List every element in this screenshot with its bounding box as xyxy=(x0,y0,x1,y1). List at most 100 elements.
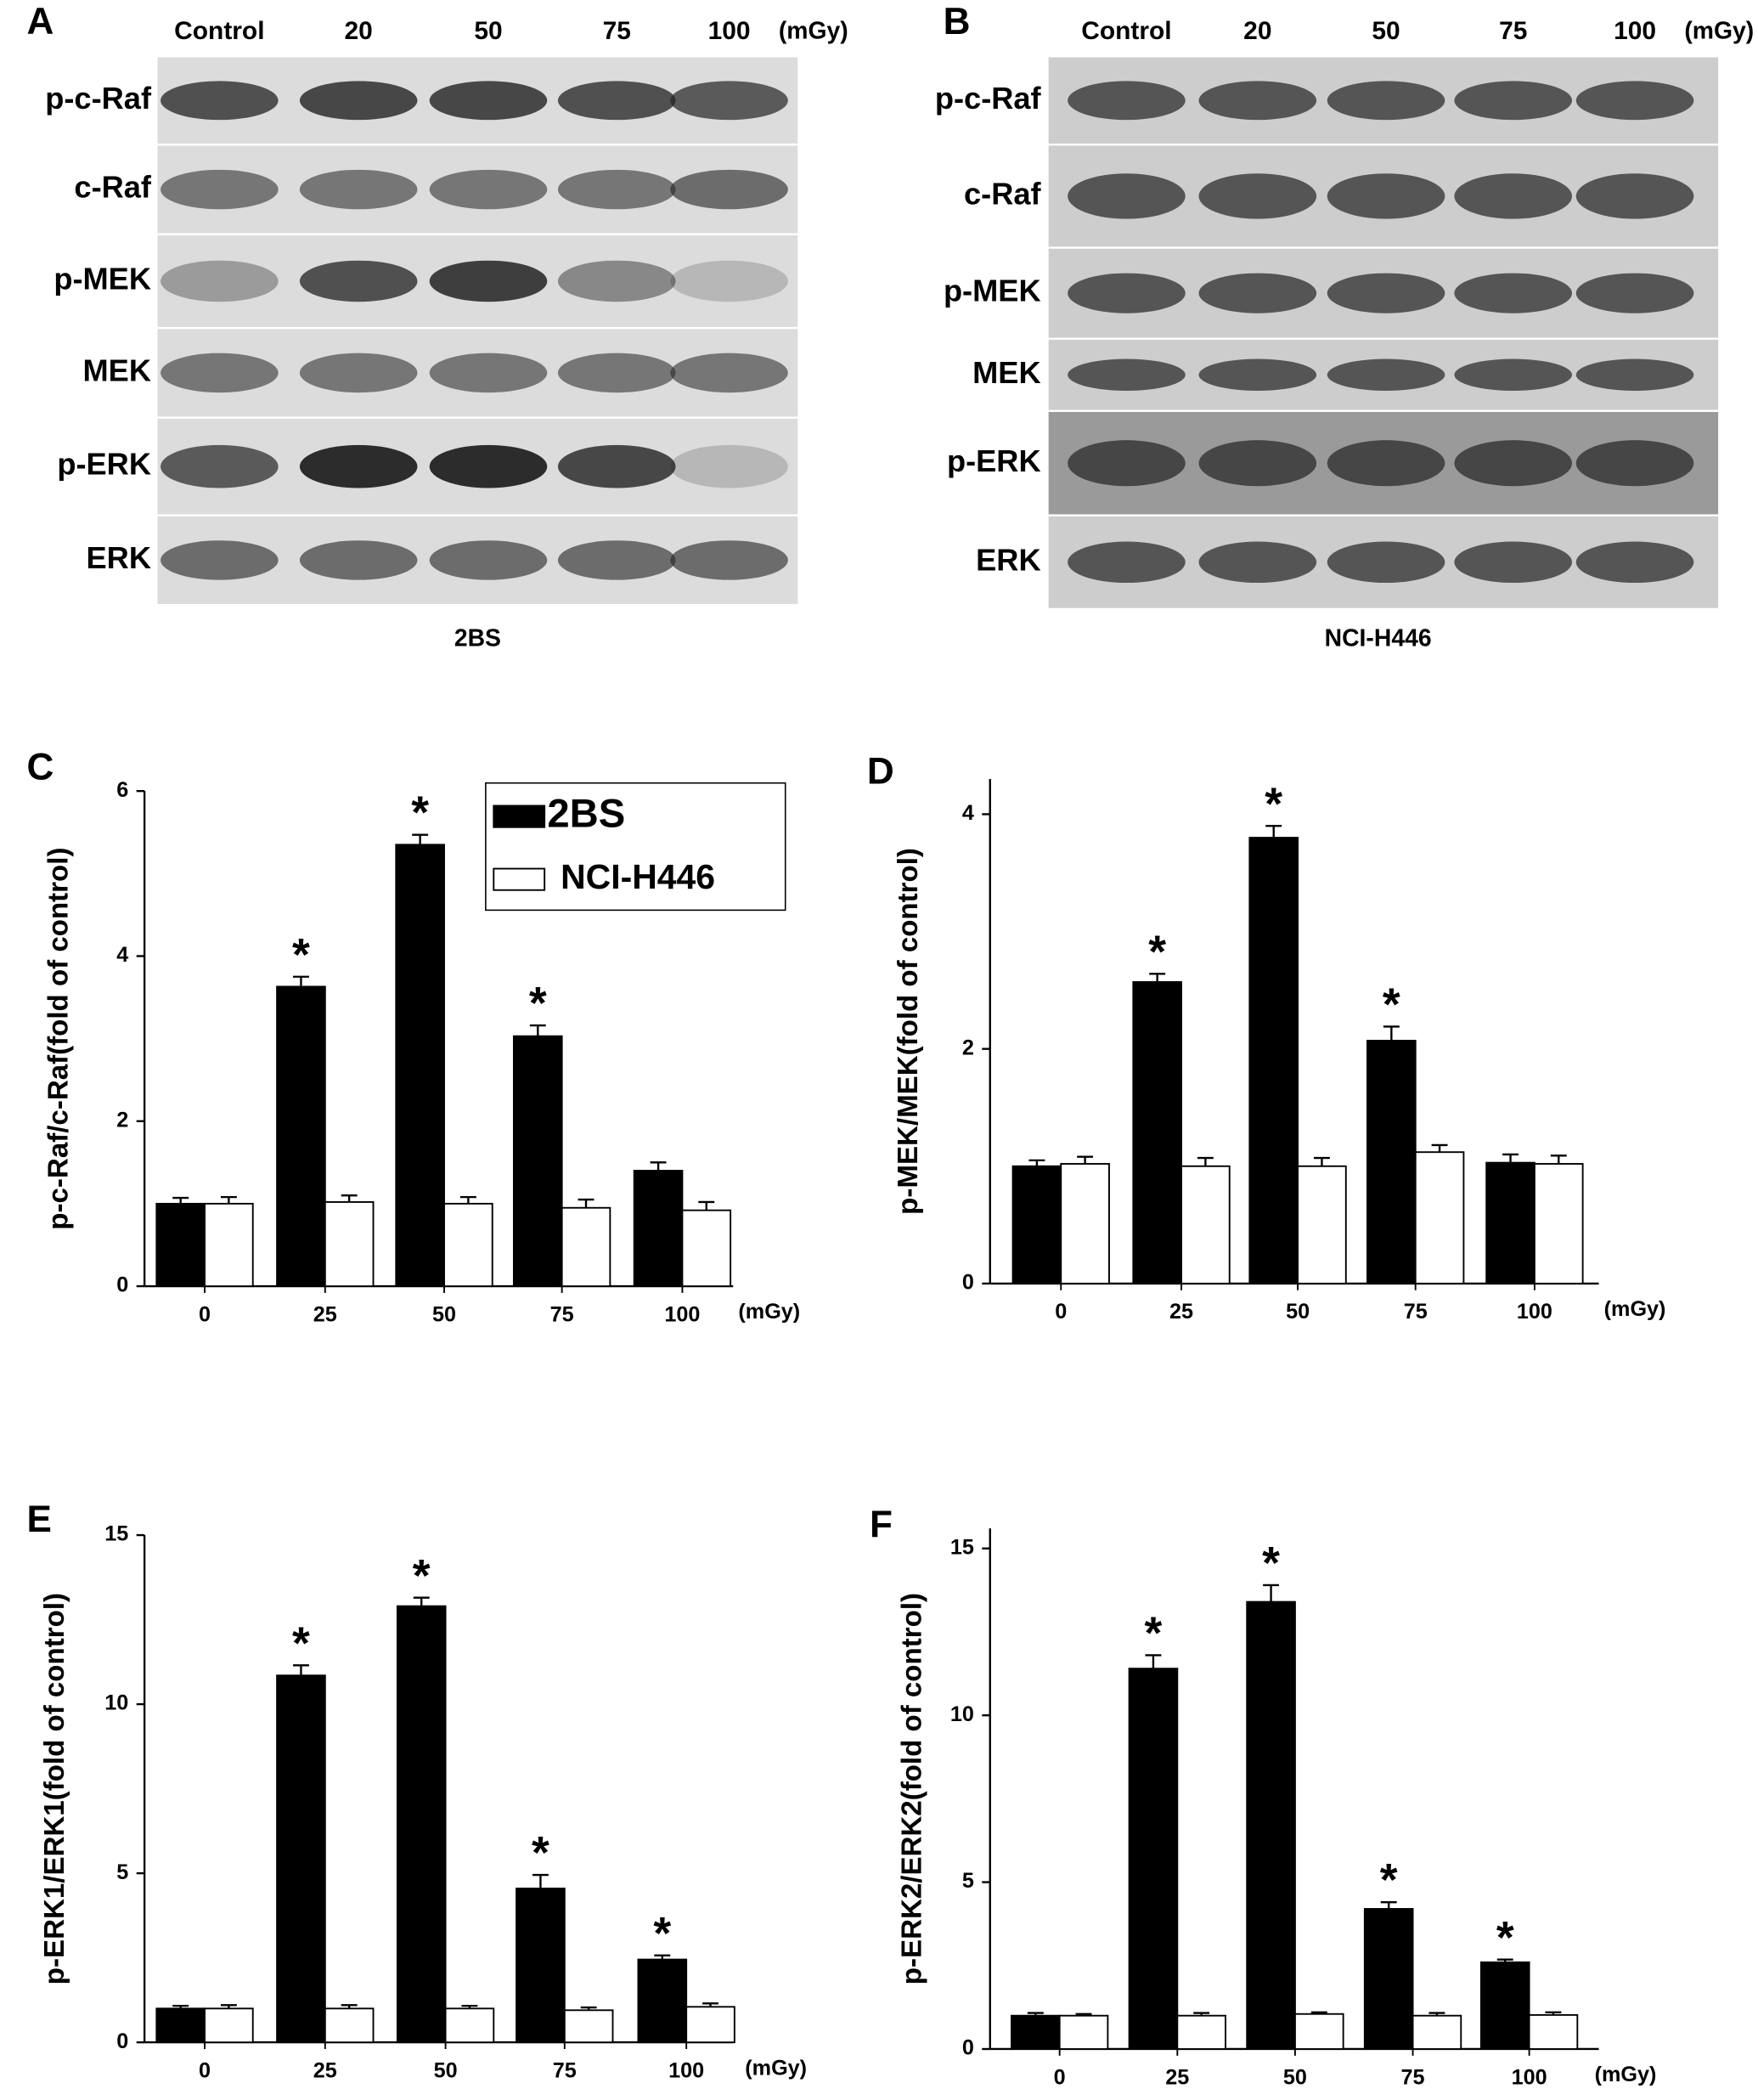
cell-line-caption: NCI-H446 xyxy=(1325,625,1432,652)
row-label: p-ERK xyxy=(947,443,1041,478)
blot-band xyxy=(557,444,676,488)
bar xyxy=(512,1035,563,1287)
lane-label: 20 xyxy=(1243,17,1271,45)
error-bar xyxy=(532,1873,549,1889)
unit-label: (mGy) xyxy=(779,17,848,44)
error-bar xyxy=(459,1195,476,1204)
blot-band xyxy=(1454,358,1573,391)
x-tick-label: 75 xyxy=(550,1302,574,1326)
bar xyxy=(563,2009,614,2044)
lane-label: 50 xyxy=(474,17,502,45)
lane-label: Control xyxy=(174,17,264,45)
bar xyxy=(685,2006,735,2044)
x-tick-label: 50 xyxy=(1286,1300,1310,1324)
x-tick-label: 25 xyxy=(313,2058,337,2082)
x-tick-label: 50 xyxy=(1283,2065,1307,2089)
blot-band xyxy=(1454,173,1573,219)
error-bar xyxy=(1496,1958,1513,1962)
bar xyxy=(637,1958,688,2044)
unit-label: (mGy) xyxy=(1684,17,1754,44)
blot-band xyxy=(161,169,279,210)
blot-band xyxy=(1068,81,1186,121)
error-bar xyxy=(1265,825,1282,838)
blot-band xyxy=(1575,440,1694,487)
x-unit-label: (mGy) xyxy=(745,2056,807,2080)
bar xyxy=(276,1674,326,2044)
error-bar xyxy=(293,1664,309,1676)
bar xyxy=(324,1201,375,1287)
bar xyxy=(395,844,445,1287)
blot-band xyxy=(1575,541,1694,584)
error-bar xyxy=(578,1198,594,1208)
y-axis-title: p-MEK/MEK(fold of control) xyxy=(893,848,924,1215)
row-label: ERK xyxy=(87,540,151,575)
bar xyxy=(1411,2014,1462,2050)
blot-band xyxy=(1454,541,1573,584)
error-bar xyxy=(654,1954,671,1960)
blot-band xyxy=(557,81,676,121)
error-bar xyxy=(1502,1153,1519,1163)
error-bar xyxy=(1197,1156,1214,1166)
bar xyxy=(1485,1161,1535,1284)
row-label: MEK xyxy=(972,355,1040,390)
error-bar xyxy=(1380,1900,1397,1910)
bar xyxy=(204,1202,254,1287)
blot-band xyxy=(1454,440,1573,487)
error-bar xyxy=(293,975,309,987)
significance-mark: * xyxy=(1383,980,1400,1030)
y-axis-title: p-c-Raf/c-Raf(fold of control) xyxy=(43,848,75,1230)
x-tick-label: 100 xyxy=(1512,2065,1547,2089)
error-bar xyxy=(461,2004,478,2009)
blot-band xyxy=(1198,541,1317,584)
panel-letter: D xyxy=(867,750,894,792)
error-bar xyxy=(1193,2012,1210,2016)
error-bar xyxy=(1077,1155,1094,1165)
bar xyxy=(1293,2012,1344,2050)
significance-mark: * xyxy=(529,979,547,1029)
blot-band xyxy=(1198,273,1317,313)
error-bar xyxy=(1145,1654,1162,1669)
blot-band xyxy=(670,540,788,580)
y-axis-title: p-ERK2/ERK2(fold of control) xyxy=(897,1593,928,1984)
blot-band xyxy=(1327,173,1445,219)
bar xyxy=(1363,1908,1414,2050)
blot-band xyxy=(1327,358,1445,391)
blot-band xyxy=(161,444,279,488)
significance-mark: * xyxy=(653,1909,671,1959)
lane-label: 100 xyxy=(1614,17,1656,45)
bar xyxy=(1176,2014,1226,2050)
error-bar xyxy=(1263,1583,1280,1602)
row-label: ERK xyxy=(976,542,1040,577)
significance-mark: * xyxy=(292,1618,310,1668)
error-bar xyxy=(1075,2012,1092,2016)
y-tick-label: 5 xyxy=(962,1869,974,1893)
blot-band xyxy=(1198,358,1317,391)
blot-band xyxy=(429,353,548,393)
significance-mark: * xyxy=(1145,1609,1163,1659)
significance-mark: * xyxy=(1262,1538,1280,1589)
blot-band xyxy=(1327,273,1445,313)
blot-band xyxy=(161,260,279,302)
blot-band xyxy=(1068,440,1186,487)
lane-label: 100 xyxy=(708,17,751,45)
x-tick-label: 0 xyxy=(1054,2065,1066,2089)
bar xyxy=(1528,2013,1579,2050)
x-unit-label: (mGy) xyxy=(738,1300,800,1324)
row-label: p-MEK xyxy=(944,274,1041,308)
y-tick-label: 0 xyxy=(116,2029,128,2053)
significance-mark: * xyxy=(532,1828,549,1878)
blot-band xyxy=(299,353,418,393)
panel-letter: F xyxy=(870,1504,893,1545)
blot-band xyxy=(1575,81,1694,121)
blot-band xyxy=(299,81,418,121)
blot-band xyxy=(1198,173,1317,219)
blot-band xyxy=(1575,173,1694,219)
blot-band xyxy=(557,169,676,210)
lane-label: 50 xyxy=(1372,17,1400,45)
error-bar xyxy=(220,1195,237,1204)
error-bar xyxy=(341,1194,358,1202)
blot-band xyxy=(557,260,676,302)
blot-band xyxy=(299,444,418,488)
error-bar xyxy=(1027,2012,1044,2016)
